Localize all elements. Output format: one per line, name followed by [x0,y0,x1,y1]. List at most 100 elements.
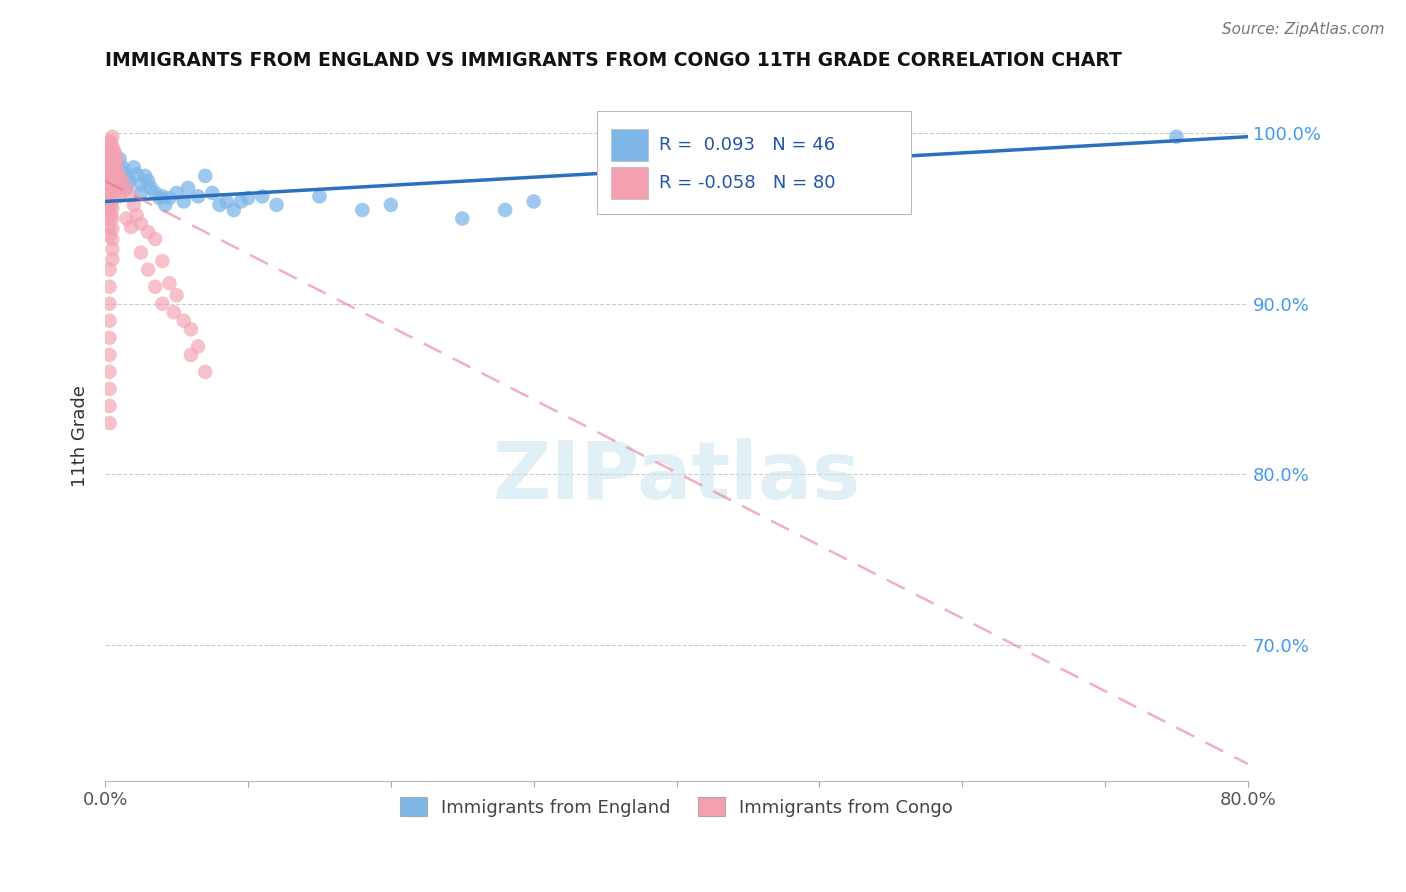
Text: R =  0.093   N = 46: R = 0.093 N = 46 [659,136,835,154]
Point [101,181,124,195]
Point [98,382,121,396]
Point [108,169,131,183]
Point [177,181,200,195]
Point [111,174,134,188]
Point [166,288,188,302]
Point [143,186,166,200]
Point [129,217,152,231]
Point [187,339,209,353]
Point [101,221,124,235]
Point [100,208,122,222]
Point [194,365,217,379]
FancyBboxPatch shape [612,129,648,161]
Text: Source: ZipAtlas.com: Source: ZipAtlas.com [1222,22,1385,37]
Point [215,194,238,209]
Point [98,194,121,209]
Point [229,194,252,209]
Point [100,198,122,212]
Point [159,191,181,205]
Point [101,163,124,178]
Point [98,331,121,345]
Point [98,144,121,158]
Point [104,146,127,161]
Point [108,179,131,194]
Legend: Immigrants from England, Immigrants from Congo: Immigrants from England, Immigrants from… [392,790,960,823]
Point [352,202,374,217]
Point [98,202,121,217]
Point [98,279,121,293]
Point [98,348,121,362]
Point [100,135,122,149]
Point [129,178,152,192]
Point [194,169,217,183]
Point [380,198,402,212]
Point [252,189,274,203]
Point [98,135,121,149]
Point [98,152,121,166]
Point [129,245,152,260]
Point [101,150,124,164]
Point [115,172,138,186]
Point [115,181,138,195]
Point [201,186,224,200]
Point [108,152,131,166]
Point [111,161,134,175]
Point [101,242,124,256]
Point [101,170,124,185]
Point [115,211,138,226]
Point [134,169,156,183]
Point [112,165,135,179]
Point [150,254,173,268]
Point [136,262,159,277]
Point [101,129,124,144]
Point [101,202,124,216]
Point [129,186,152,200]
Point [163,305,186,319]
Point [101,252,124,267]
Point [100,178,122,192]
Point [451,211,474,226]
Point [187,189,209,203]
Point [98,262,121,277]
Point [173,194,195,209]
Point [100,146,122,161]
Point [111,184,134,198]
Point [98,220,121,235]
Point [98,169,121,183]
Point [693,198,716,212]
Point [105,172,128,186]
Point [308,189,330,203]
Point [105,152,128,166]
Point [266,198,288,212]
Text: IMMIGRANTS FROM ENGLAND VS IMMIGRANTS FROM CONGO 11TH GRADE CORRELATION CHART: IMMIGRANTS FROM ENGLAND VS IMMIGRANTS FR… [105,51,1122,70]
Point [494,202,516,217]
Point [808,194,831,209]
Point [103,163,125,178]
Point [159,277,181,291]
Point [523,194,546,209]
Point [125,208,148,222]
Point [101,140,124,154]
Point [100,157,122,171]
Point [120,189,142,203]
Point [98,211,121,226]
Point [122,161,145,175]
Point [122,198,145,212]
Point [150,189,173,203]
Point [98,228,121,243]
Point [143,279,166,293]
FancyBboxPatch shape [612,168,648,199]
Point [98,297,121,311]
Point [104,169,127,183]
Point [98,365,121,379]
Point [100,187,122,202]
Point [105,174,128,188]
Text: R = -0.058   N = 80: R = -0.058 N = 80 [659,174,837,192]
Point [148,191,170,205]
Point [180,348,202,362]
Point [118,174,141,188]
Point [115,181,138,195]
Point [98,416,121,430]
Point [139,181,162,195]
Point [637,194,659,209]
